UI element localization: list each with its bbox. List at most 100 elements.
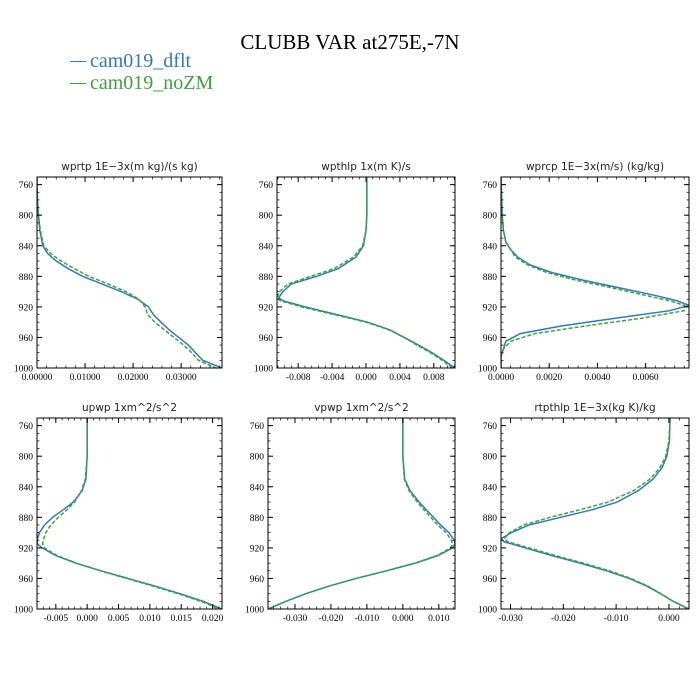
panel-title-4: vpwp 1xm^2/s^2 <box>314 402 409 414</box>
series-line-dflt <box>277 177 455 368</box>
series-line-dflt <box>37 418 222 609</box>
x-tick-label: 0.01000 <box>70 373 101 383</box>
panel-title-3: upwp 1xm^2/s^2 <box>82 402 177 414</box>
y-tick-label: 960 <box>250 575 265 585</box>
x-tick-label: 0.0040 <box>584 373 610 383</box>
series-line-nozm <box>277 177 453 368</box>
y-tick-label: 1000 <box>478 365 497 375</box>
chart-panel-5: rtpthlp 1E−3x(kg K)/kg 760 800 840 880 920 960… <box>478 402 690 624</box>
x-tick-label: 0.005 <box>108 614 130 624</box>
y-tick-label: 880 <box>483 514 498 524</box>
y-tick-label: 840 <box>483 242 498 252</box>
series-line-dflt <box>37 177 222 368</box>
y-tick-label: 960 <box>19 334 34 344</box>
plot-frame <box>36 417 223 610</box>
x-tick-label: -0.030 <box>498 614 523 624</box>
chart-panel-4: vpwp 1xm^2/s^2 760 800 840 880 920 960 1000 -0.0… <box>245 402 456 624</box>
series-line-nozm <box>268 418 454 609</box>
y-tick-label: 1000 <box>14 365 33 375</box>
y-tick-label: 800 <box>19 453 34 463</box>
y-tick-label: 840 <box>250 483 265 493</box>
y-tick-label: 1000 <box>245 606 264 616</box>
x-tick-label: 0.00000 <box>22 373 53 383</box>
y-tick-label: 840 <box>19 242 34 252</box>
x-tick-label: 0.02000 <box>118 373 149 383</box>
y-tick-label: 920 <box>483 544 498 554</box>
x-tick-label: 0.004 <box>389 373 411 383</box>
y-tick-label: 920 <box>483 303 498 313</box>
chart-panel-3: upwp 1xm^2/s^2 760 800 840 880 920 960 1000 -0.0… <box>14 402 224 624</box>
x-tick-label: 0.0060 <box>633 373 659 383</box>
x-tick-label: -0.010 <box>355 614 380 624</box>
x-tick-label: 0.000 <box>355 373 377 383</box>
series-line-dflt <box>501 177 689 368</box>
series-line-nozm <box>503 418 689 609</box>
y-tick-label: 960 <box>483 575 498 585</box>
plot-frame <box>267 417 456 610</box>
y-tick-label: 800 <box>483 212 498 222</box>
x-tick-label: 0.0020 <box>536 373 562 383</box>
y-tick-label: 760 <box>19 181 34 191</box>
legend-label-nozm: cam019_noZM <box>90 72 214 94</box>
series-line-dflt <box>501 418 689 609</box>
plot-frame <box>36 176 223 369</box>
x-tick-label: 0.000 <box>392 614 414 624</box>
y-tick-label: 760 <box>483 181 498 191</box>
series-line-dflt <box>268 418 455 609</box>
chart-panel-0: wprtp 1E−3x(m kg)/(s kg) 760 800 840 880 920 9… <box>14 161 223 383</box>
y-tick-label: 760 <box>483 422 498 432</box>
y-tick-label: 920 <box>19 544 34 554</box>
y-tick-label: 920 <box>250 544 265 554</box>
x-tick-label: 0.008 <box>423 373 445 383</box>
legend-item-nozm: cam019_noZM <box>70 72 213 95</box>
x-tick-label: 0.000 <box>76 614 98 624</box>
x-tick-label: -0.005 <box>44 614 69 624</box>
legend-swatch-nozm <box>70 82 86 84</box>
y-tick-label: 880 <box>250 514 265 524</box>
x-tick-label: -0.008 <box>286 373 311 383</box>
y-tick-label: 880 <box>259 273 274 283</box>
x-tick-label: 0.000 <box>658 614 680 624</box>
y-tick-label: 840 <box>19 483 34 493</box>
y-tick-label: 960 <box>483 334 498 344</box>
x-tick-label: -0.020 <box>319 614 344 624</box>
y-tick-label: 800 <box>259 212 274 222</box>
series-line-nozm <box>41 418 220 609</box>
y-tick-label: 880 <box>19 514 34 524</box>
legend-swatch-dflt <box>70 60 86 62</box>
y-tick-label: 800 <box>483 453 498 463</box>
y-tick-label: 840 <box>259 242 274 252</box>
y-tick-label: 1000 <box>478 606 497 616</box>
y-tick-label: 920 <box>19 303 34 313</box>
panel-title-2: wprcp 1E−3x(m/s) (kg/kg) <box>526 161 664 173</box>
x-tick-label: 0.020 <box>202 614 224 624</box>
y-tick-label: 760 <box>250 422 265 432</box>
y-tick-label: 760 <box>259 181 274 191</box>
y-tick-label: 1000 <box>254 365 273 375</box>
x-tick-label: -0.004 <box>320 373 345 383</box>
chart-panel-1: wpthlp 1x(m K)/s 760 800 840 880 920 960 1000 -0… <box>254 161 456 383</box>
x-tick-label: 0.03000 <box>166 373 197 383</box>
chart-panel-2: wprcp 1E−3x(m/s) (kg/kg) 760 800 840 880 920 9… <box>478 161 690 383</box>
series-line-nozm <box>501 177 685 368</box>
panel-title-0: wprtp 1E−3x(m kg)/(s kg) <box>61 161 198 173</box>
y-tick-label: 880 <box>19 273 34 283</box>
legend-item-dflt: cam019_dflt <box>70 50 191 73</box>
panel-title-1: wpthlp 1x(m K)/s <box>321 161 411 173</box>
plot-frame <box>500 176 690 369</box>
y-tick-label: 960 <box>259 334 274 344</box>
y-tick-label: 840 <box>483 483 498 493</box>
x-tick-label: -0.030 <box>283 614 308 624</box>
y-tick-label: 960 <box>19 575 34 585</box>
y-tick-label: 1000 <box>14 606 33 616</box>
y-tick-label: 800 <box>19 212 34 222</box>
legend-label-dflt: cam019_dflt <box>90 50 192 72</box>
series-line-nozm <box>37 177 217 368</box>
x-tick-label: -0.020 <box>551 614 576 624</box>
x-tick-label: 0.0000 <box>488 373 514 383</box>
y-tick-label: 880 <box>483 273 498 283</box>
y-tick-label: 800 <box>250 453 265 463</box>
x-tick-label: 0.010 <box>139 614 161 624</box>
